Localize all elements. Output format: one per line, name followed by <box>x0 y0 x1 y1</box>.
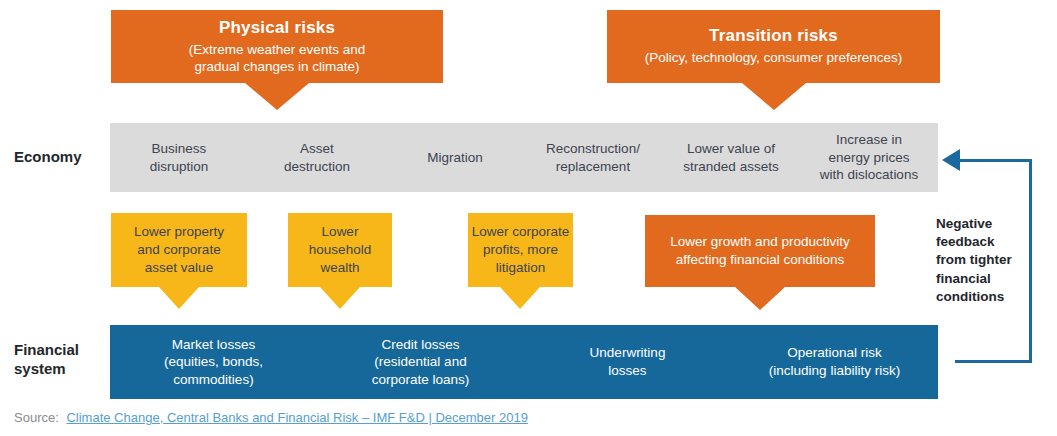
impact-callout-growth-productivity: Lower growth and productivity affecting … <box>645 215 875 287</box>
impact-callout-household-wealth: Lower household wealth <box>288 213 392 287</box>
down-arrow-icon <box>500 287 540 309</box>
transition-risks-title: Transition risks <box>709 26 838 46</box>
financial-system-bar: Market losses (equities, bonds, commodit… <box>110 325 938 399</box>
economy-item: Business disruption <box>110 123 248 192</box>
financial-system-item: Underwriting losses <box>524 325 731 399</box>
climate-risk-diagram: Physical risks (Extreme weather events a… <box>0 0 1057 436</box>
physical-risks-callout: Physical risks (Extreme weather events a… <box>111 10 443 83</box>
negative-feedback-note: Negative feedback from tighter financial… <box>936 215 1026 306</box>
economy-row-label: Economy <box>14 148 82 167</box>
financial-system-row-label: Financial system <box>14 341 79 379</box>
financial-system-item: Operational risk (including liability ri… <box>731 325 938 399</box>
down-arrow-icon <box>742 83 806 110</box>
impact-callout-property-value: Lower property and corporate asset value <box>111 213 247 287</box>
physical-risks-subtitle: (Extreme weather events and gradual chan… <box>189 42 365 76</box>
financial-system-item: Market losses (equities, bonds, commodit… <box>110 325 317 399</box>
impact-callout-corporate-profits: Lower corporate profits, more litigation <box>468 213 573 287</box>
economy-item: Lower value of stranded assets <box>662 123 800 192</box>
economy-item: Increase in energy prices with dislocati… <box>800 123 938 192</box>
transition-risks-subtitle: (Policy, technology, consumer preference… <box>645 50 903 67</box>
financial-system-item: Credit losses (residential and corporate… <box>317 325 524 399</box>
down-arrow-icon <box>159 287 199 309</box>
transition-risks-callout: Transition risks (Policy, technology, co… <box>607 10 940 83</box>
economy-bar: Business disruption Asset destruction Mi… <box>110 123 938 192</box>
down-arrow-icon <box>320 287 360 309</box>
source-line: Source: Climate Change, Central Banks an… <box>14 410 528 425</box>
source-link[interactable]: Climate Change, Central Banks and Financ… <box>66 410 527 425</box>
economy-item: Reconstruction/ replacement <box>524 123 662 192</box>
physical-risks-title: Physical risks <box>219 18 335 38</box>
economy-item: Migration <box>386 123 524 192</box>
feedback-arrow-line-top <box>958 159 1032 162</box>
feedback-arrow-line-bottom <box>955 360 1032 363</box>
down-arrow-icon <box>245 83 309 110</box>
down-arrow-icon <box>735 287 785 310</box>
left-arrowhead-icon <box>942 149 960 171</box>
source-label: Source: <box>14 410 59 425</box>
feedback-arrow-line-vertical <box>1029 159 1032 363</box>
economy-item: Asset destruction <box>248 123 386 192</box>
